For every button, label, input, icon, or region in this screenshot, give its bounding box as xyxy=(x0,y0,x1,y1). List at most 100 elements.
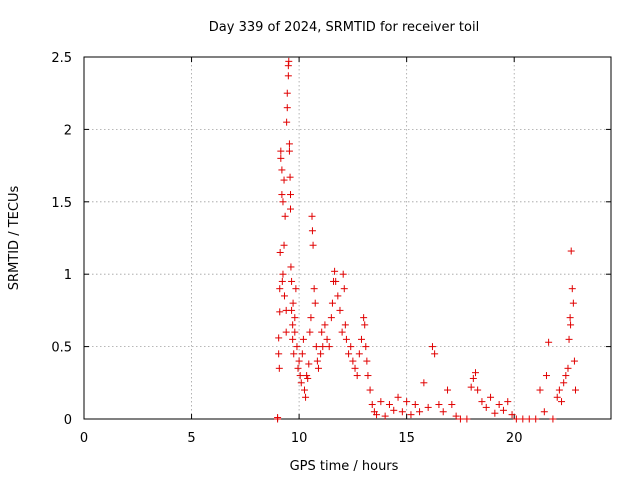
data-point xyxy=(275,350,283,358)
data-point xyxy=(318,328,326,336)
data-point xyxy=(439,408,447,416)
data-point xyxy=(566,314,574,322)
data-point xyxy=(377,398,385,406)
data-point xyxy=(313,357,321,365)
data-point xyxy=(532,415,540,423)
data-point xyxy=(341,321,349,329)
data-point xyxy=(353,372,361,380)
chart-title: Day 339 of 2024, SRMTID for receiver toi… xyxy=(209,20,479,35)
data-point xyxy=(280,176,288,184)
data-point xyxy=(278,166,286,174)
data-point xyxy=(452,412,460,420)
data-point xyxy=(545,338,553,346)
data-point xyxy=(570,357,578,365)
data-point xyxy=(289,321,297,329)
data-point xyxy=(321,321,329,329)
data-point xyxy=(562,372,570,380)
data-point xyxy=(363,357,371,365)
data-point xyxy=(482,403,490,411)
data-point xyxy=(467,383,475,391)
data-point xyxy=(416,408,424,416)
data-point xyxy=(331,267,339,275)
y-tick-label: 2.5 xyxy=(51,51,72,66)
data-point xyxy=(280,241,288,249)
data-point xyxy=(289,335,297,343)
data-point xyxy=(542,372,550,380)
x-tick-labels: 0 5 10 15 20 xyxy=(80,431,523,446)
data-point xyxy=(512,415,520,423)
data-point xyxy=(304,374,312,382)
data-point xyxy=(407,411,415,419)
data-point xyxy=(283,104,291,112)
data-point xyxy=(281,212,289,220)
data-point xyxy=(279,270,287,278)
data-point xyxy=(504,398,512,406)
data-point xyxy=(368,401,376,409)
data-point xyxy=(310,285,318,293)
data-point xyxy=(286,173,294,181)
data-point xyxy=(283,118,291,126)
data-point xyxy=(312,343,320,351)
data-point xyxy=(347,343,355,351)
data-point xyxy=(325,343,333,351)
data-point xyxy=(474,386,482,394)
data-point xyxy=(309,241,317,249)
y-tick-label: 0.5 xyxy=(51,341,72,356)
data-point xyxy=(299,335,307,343)
data-point xyxy=(276,308,284,316)
data-point xyxy=(283,89,291,97)
data-point xyxy=(294,364,302,372)
y-tick-labels: 0 0.5 1 1.5 2 2.5 xyxy=(51,51,72,428)
data-point xyxy=(289,299,297,307)
y-tick-label: 2 xyxy=(64,123,72,138)
data-point xyxy=(302,393,310,401)
x-tick-label: 0 xyxy=(80,431,88,446)
data-point xyxy=(308,227,316,235)
data-point xyxy=(328,299,336,307)
data-point xyxy=(444,386,452,394)
data-point xyxy=(478,398,486,406)
data-point xyxy=(549,415,557,423)
data-point xyxy=(285,57,293,65)
data-point xyxy=(280,292,288,300)
data-point xyxy=(366,386,374,394)
y-tick-label: 0 xyxy=(64,413,72,428)
data-point xyxy=(307,314,315,322)
data-point xyxy=(491,409,499,417)
data-point xyxy=(390,406,398,414)
data-point xyxy=(349,357,357,365)
data-point xyxy=(317,350,325,358)
data-point xyxy=(567,321,575,329)
data-point xyxy=(565,335,573,343)
data-point xyxy=(274,414,282,422)
data-point xyxy=(469,374,477,382)
data-point xyxy=(288,277,296,285)
data-point xyxy=(560,379,568,387)
data-point xyxy=(298,350,306,358)
y-axis-label: SRMTID / TECUs xyxy=(7,186,22,291)
data-point xyxy=(355,350,363,358)
data-point xyxy=(277,147,285,155)
data-point xyxy=(499,406,507,414)
data-point xyxy=(278,191,286,199)
data-point xyxy=(306,328,314,336)
data-point xyxy=(555,386,563,394)
data-point xyxy=(495,401,503,409)
data-point xyxy=(394,393,402,401)
y-tick-label: 1 xyxy=(64,268,72,283)
data-point xyxy=(360,314,368,322)
data-point xyxy=(540,408,548,416)
data-point xyxy=(381,412,389,420)
data-point xyxy=(285,140,293,148)
data-point xyxy=(398,408,406,416)
data-point xyxy=(411,401,419,409)
grid-lines xyxy=(84,57,611,419)
data-point xyxy=(351,364,359,372)
data-point xyxy=(319,343,327,351)
x-tick-label: 20 xyxy=(506,431,523,446)
data-point xyxy=(332,277,340,285)
data-point xyxy=(572,386,580,394)
data-point xyxy=(338,328,346,336)
data-point xyxy=(284,72,292,80)
